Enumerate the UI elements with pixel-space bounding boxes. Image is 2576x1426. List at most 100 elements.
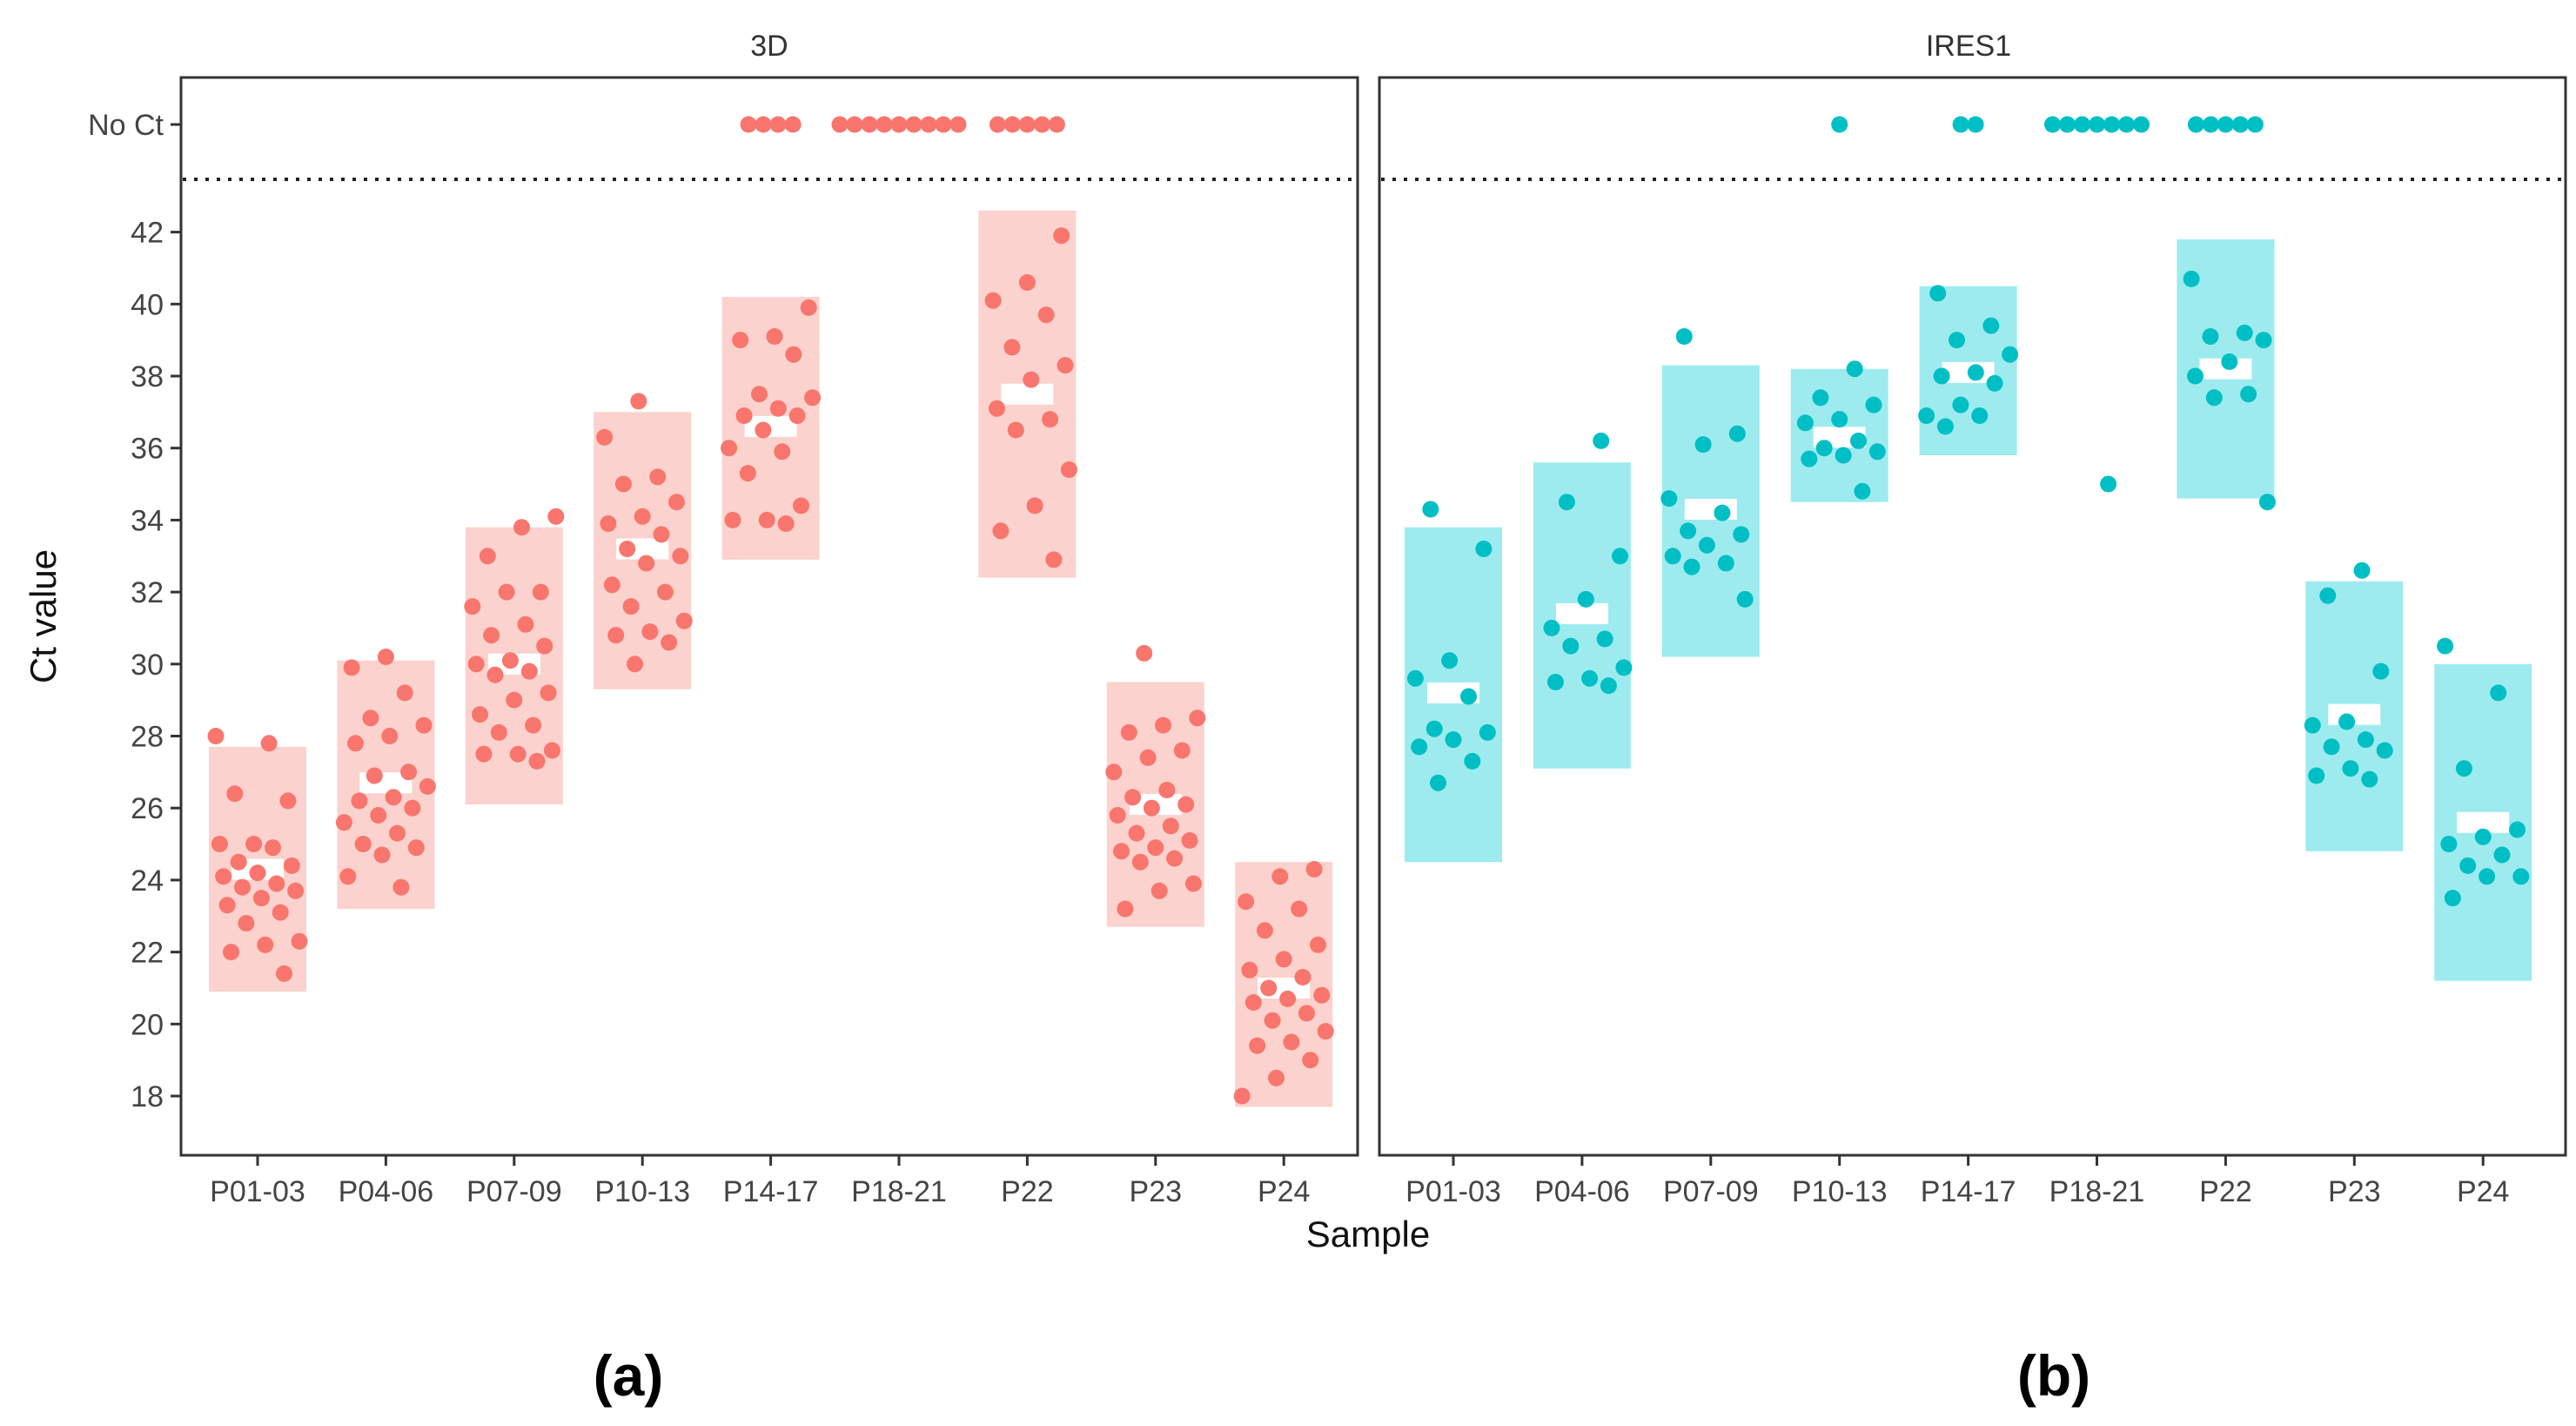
data-point-3d-p14-17 [739,465,756,482]
data-point-ires1-p23 [2376,742,2393,759]
data-point-3d-p14-17 [721,440,738,457]
data-point-3d-p23 [1143,799,1160,817]
data-point-3d-p07-09 [547,508,565,525]
data-point-ires1-p22 [2202,328,2219,345]
data-point-3d-p04-06 [385,789,402,806]
data-point-3d-p01-03 [223,944,239,961]
data-point-3d-p24 [1313,986,1331,1004]
data-point-3d-p01-03 [215,868,232,885]
x-tick-label: P22 [2199,1175,2252,1208]
data-point-3d-p23 [1139,749,1157,766]
data-point-3d-p10-13 [622,598,640,615]
data-point-3d-p24 [1244,994,1262,1011]
data-point-ires1-p22 [2187,367,2204,385]
data-point-ires1-p14-17 [1967,364,1984,381]
x-tick-label: P07-09 [466,1175,562,1208]
panel-title-3d: 3D [750,30,788,63]
data-point-ires1-p23 [2342,760,2359,777]
y-tick-label: 28 [131,721,164,754]
mean-bar-3d-p22 [1001,383,1054,405]
y-tick-label: 18 [131,1080,164,1113]
no-ct-point-3d-p18-21 [890,116,908,133]
data-point-3d-p10-13 [596,428,614,446]
x-tick-label: P01-03 [1405,1175,1501,1208]
data-point-3d-p04-06 [347,735,364,752]
data-point-3d-p07-09 [536,637,553,655]
data-point-3d-p22 [1053,227,1070,245]
data-point-ires1-p10-13 [1812,389,1829,407]
data-point-ires1-p07-09 [1660,490,1678,508]
data-point-3d-p24 [1264,1012,1281,1029]
data-point-3d-p07-09 [501,652,519,669]
no-ct-point-ires1-p22 [2231,116,2249,133]
data-point-3d-p24 [1298,1005,1315,1022]
data-point-3d-p14-17 [793,497,809,515]
no-ct-point-ires1-p18-21 [2044,116,2061,133]
data-point-3d-p07-09 [483,627,500,644]
data-point-3d-p07-09 [525,716,542,734]
panel-title-ires1: IRES1 [1926,30,2011,63]
data-point-ires1-p07-09 [1694,436,1712,454]
no-ct-point-ires1-p18-21 [2089,116,2105,133]
ci-bands-ires1 [1405,239,2532,981]
data-point-3d-p04-06 [377,649,394,665]
data-point-ires1-p01-03 [1460,688,1477,705]
data-point-ires1-p23 [2353,562,2371,579]
data-point-ires1-p14-17 [1918,407,1935,424]
data-point-3d-p07-09 [506,691,523,709]
data-point-ires1-p07-09 [1736,590,1754,608]
data-point-3d-p07-09 [509,745,527,763]
data-point-3d-p10-13 [638,555,655,572]
data-point-3d-p22 [1042,411,1059,428]
data-point-3d-p22 [984,292,1002,309]
data-point-ires1-p07-09 [1728,425,1746,442]
data-point-ires1-p10-13 [1796,414,1814,432]
no-ct-point-3d-p14-17 [769,116,787,133]
x-tick-label: P10-13 [1792,1175,1888,1208]
data-point-ires1-p24 [2455,760,2472,777]
data-point-ires1-p14-17 [1936,418,1954,435]
data-point-ires1-p07-09 [1717,555,1734,572]
no-ct-point-ires1-p22 [2187,116,2204,133]
data-point-3d-p22 [1057,357,1074,374]
data-point-3d-p01-03 [283,857,300,874]
data-point-3d-p22 [1023,371,1040,388]
sublabel-b: (b) [2017,1343,2090,1408]
data-point-3d-p10-13 [656,583,674,601]
data-point-3d-p24 [1271,868,1289,885]
no-ct-point-ires1-p10-13 [1831,116,1848,133]
data-point-3d-p04-06 [335,814,352,831]
data-point-ires1-p04-06 [1562,637,1580,655]
y-tick-label: 40 [131,288,164,321]
y-axis-label: Ct value [23,549,64,683]
data-point-3d-p23 [1105,763,1123,781]
data-point-ires1-p01-03 [1441,652,1459,669]
x-tick-label: P14-17 [723,1175,819,1208]
data-point-3d-p01-03 [230,853,247,871]
data-point-3d-p14-17 [800,299,817,316]
data-point-ires1-p01-03 [1426,720,1443,737]
data-point-ires1-p10-13 [1868,443,1886,461]
data-point-ires1-p01-03 [1406,669,1424,687]
data-point-3d-p10-13 [603,576,621,594]
data-point-ires1-p04-06 [1577,590,1594,608]
no-ct-point-ires1-p18-21 [2074,116,2090,133]
no-ct-point-3d-p18-21 [949,116,967,133]
no-ct-point-ires1-p18-21 [2133,116,2150,133]
data-point-ires1-p22 [2236,324,2253,341]
no-ct-points-3d [740,116,1065,133]
data-point-3d-p01-03 [245,836,263,852]
data-point-3d-p24 [1268,1069,1285,1086]
data-point-3d-p10-13 [668,494,685,511]
data-point-ires1-p10-13 [1815,440,1833,457]
data-point-3d-p04-06 [392,878,410,896]
data-point-3d-p23 [1113,843,1130,860]
no-ct-point-ires1-p22 [2202,116,2219,133]
data-point-3d-p24 [1238,893,1255,911]
data-point-3d-p07-09 [520,663,538,680]
no-ct-points-ires1 [1831,116,2264,133]
data-point-ires1-p10-13 [1854,482,1871,500]
data-point-3d-p24 [1302,1052,1319,1069]
no-ct-point-ires1-p22 [2217,116,2234,133]
data-point-ires1-p04-06 [1543,619,1560,636]
